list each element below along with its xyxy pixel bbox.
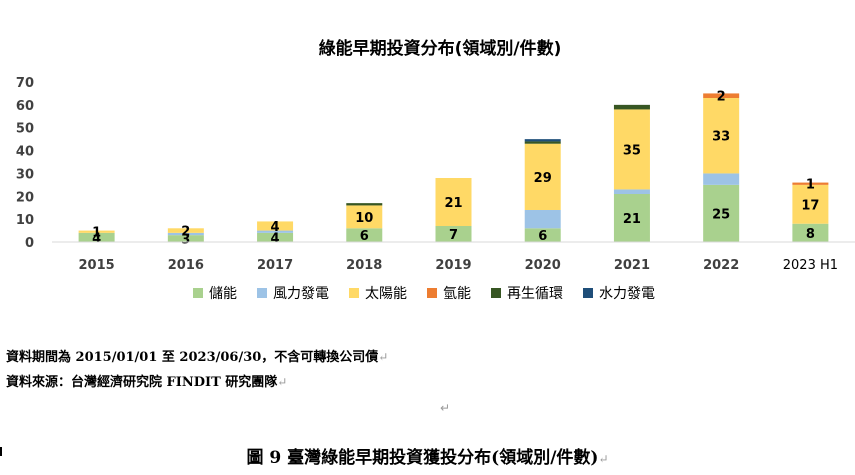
bar-segment: [703, 173, 740, 185]
data-label: 10: [355, 211, 373, 226]
bar-segment: [257, 230, 294, 233]
y-axis: 0 10 20 30 40 50 60 70: [16, 76, 34, 251]
y-tick-label: 10: [16, 213, 34, 228]
data-label: 1: [92, 226, 101, 241]
x-tick-label: 2019: [435, 258, 471, 273]
bar-segment: [435, 178, 472, 226]
y-tick-label: 70: [16, 76, 34, 91]
bar-segment: [167, 235, 204, 242]
y-tick-label: 50: [16, 122, 34, 137]
legend-label: 氫能: [443, 286, 471, 302]
legend-label: 水力發電: [599, 286, 655, 302]
data-label: 6: [538, 229, 547, 244]
data-label: 35: [623, 143, 641, 158]
bar-segment: [257, 221, 294, 231]
paragraph-mark: ↵: [277, 375, 288, 389]
caption-text: 圖 9 臺灣綠能早期投資獲投分布(領域別/件數): [246, 448, 599, 468]
data-label: 21: [623, 212, 641, 227]
legend-label: 再生循環: [507, 286, 563, 302]
bar-segment: [524, 141, 561, 144]
legend-label: 風力發電: [273, 286, 329, 302]
legend-swatch: [583, 288, 593, 298]
margin-marker: [0, 447, 2, 456]
chart-title: 綠能早期投資分布(領域別/件數): [319, 38, 562, 59]
period-text: 資料期間為 2015/01/01 至 2023/06/30，不含可轉換公司債: [6, 350, 379, 365]
data-label: 25: [712, 207, 730, 222]
data-label: 3: [181, 233, 190, 248]
legend-swatch: [349, 288, 359, 298]
bar-segment: [524, 210, 561, 229]
x-tick-label: 2018: [346, 258, 382, 273]
data-label: 21: [444, 196, 462, 211]
x-tick-label: 2015: [79, 258, 115, 273]
legend-label: 儲能: [209, 286, 237, 302]
data-label: 8: [806, 227, 815, 242]
data-source-note: 資料來源：台灣經濟研究院 FINDIT 研究團隊↵: [6, 371, 287, 390]
caption-paragraph-mark: ↵: [598, 452, 609, 466]
y-tick-label: 40: [16, 145, 34, 160]
data-label: 29: [534, 171, 552, 186]
bar-segment: [613, 104, 650, 110]
bar-segment: [167, 232, 204, 236]
y-tick-label: 0: [25, 236, 34, 251]
x-axis: 2015 2016 2017 2018 2019 2020 2021 2022 2023 H1: [52, 241, 855, 273]
bar-segment: [792, 223, 829, 242]
y-tick-label: 30: [16, 167, 34, 182]
x-tick-label: 2022: [703, 258, 739, 273]
x-tick-label: 2016: [168, 258, 204, 273]
bar-segment: [524, 143, 561, 210]
bar-segment: [703, 93, 740, 98]
legend-swatch: [427, 288, 437, 298]
bar-segment: [257, 232, 294, 242]
bar-series: [78, 93, 829, 242]
bar-segment: [78, 230, 115, 233]
bar-segment: [703, 98, 740, 174]
x-tick-label: 2017: [257, 258, 293, 273]
bar-segment: [613, 194, 650, 242]
bar-segment: [346, 228, 383, 242]
bar-segment: [524, 228, 561, 242]
bar-segment: [346, 205, 383, 229]
data-period-note: 資料期間為 2015/01/01 至 2023/06/30，不含可轉換公司債↵: [6, 346, 388, 365]
x-tick-label: 2023 H1: [783, 258, 838, 273]
bar-segment: [613, 109, 650, 190]
bar-segment: [613, 189, 650, 194]
data-label: 2: [181, 225, 190, 240]
data-label: 17: [801, 198, 819, 213]
bar-segment: [524, 139, 561, 142]
legend-swatch: [491, 288, 501, 298]
legend-label: 太陽能: [365, 286, 407, 302]
data-label: 2: [717, 90, 726, 105]
x-tick-label: 2020: [525, 258, 561, 273]
figure-caption: 圖 9 臺灣綠能早期投資獲投分布(領域別/件數)↵: [0, 443, 855, 468]
data-label: 33: [712, 130, 730, 145]
data-label: 4: [92, 231, 101, 246]
bar-segment: [346, 203, 383, 206]
data-label: 4: [271, 231, 280, 246]
bar-segment: [792, 184, 829, 224]
bar-segment: [792, 182, 829, 185]
legend: 儲能 風力發電 太陽能 氫能 再生循環 水力發電: [193, 286, 655, 302]
paragraph-mark: ↵: [378, 350, 389, 364]
data-label: 1: [806, 178, 815, 193]
bar-segment: [78, 232, 115, 242]
empty-paragraph-mark: ↵: [440, 401, 451, 415]
bar-segment: [703, 184, 740, 242]
bar-segment: [435, 226, 472, 242]
legend-swatch: [257, 288, 267, 298]
legend-swatch: [193, 288, 203, 298]
data-label: 6: [360, 229, 369, 244]
source-text: 資料來源：台灣經濟研究院 FINDIT 研究團隊: [6, 375, 278, 390]
data-label: 4: [271, 220, 280, 235]
data-label: 7: [449, 228, 458, 243]
y-tick-label: 60: [16, 99, 34, 114]
y-tick-label: 20: [16, 190, 34, 205]
x-tick-label: 2021: [614, 258, 650, 273]
bar-segment: [167, 228, 204, 233]
